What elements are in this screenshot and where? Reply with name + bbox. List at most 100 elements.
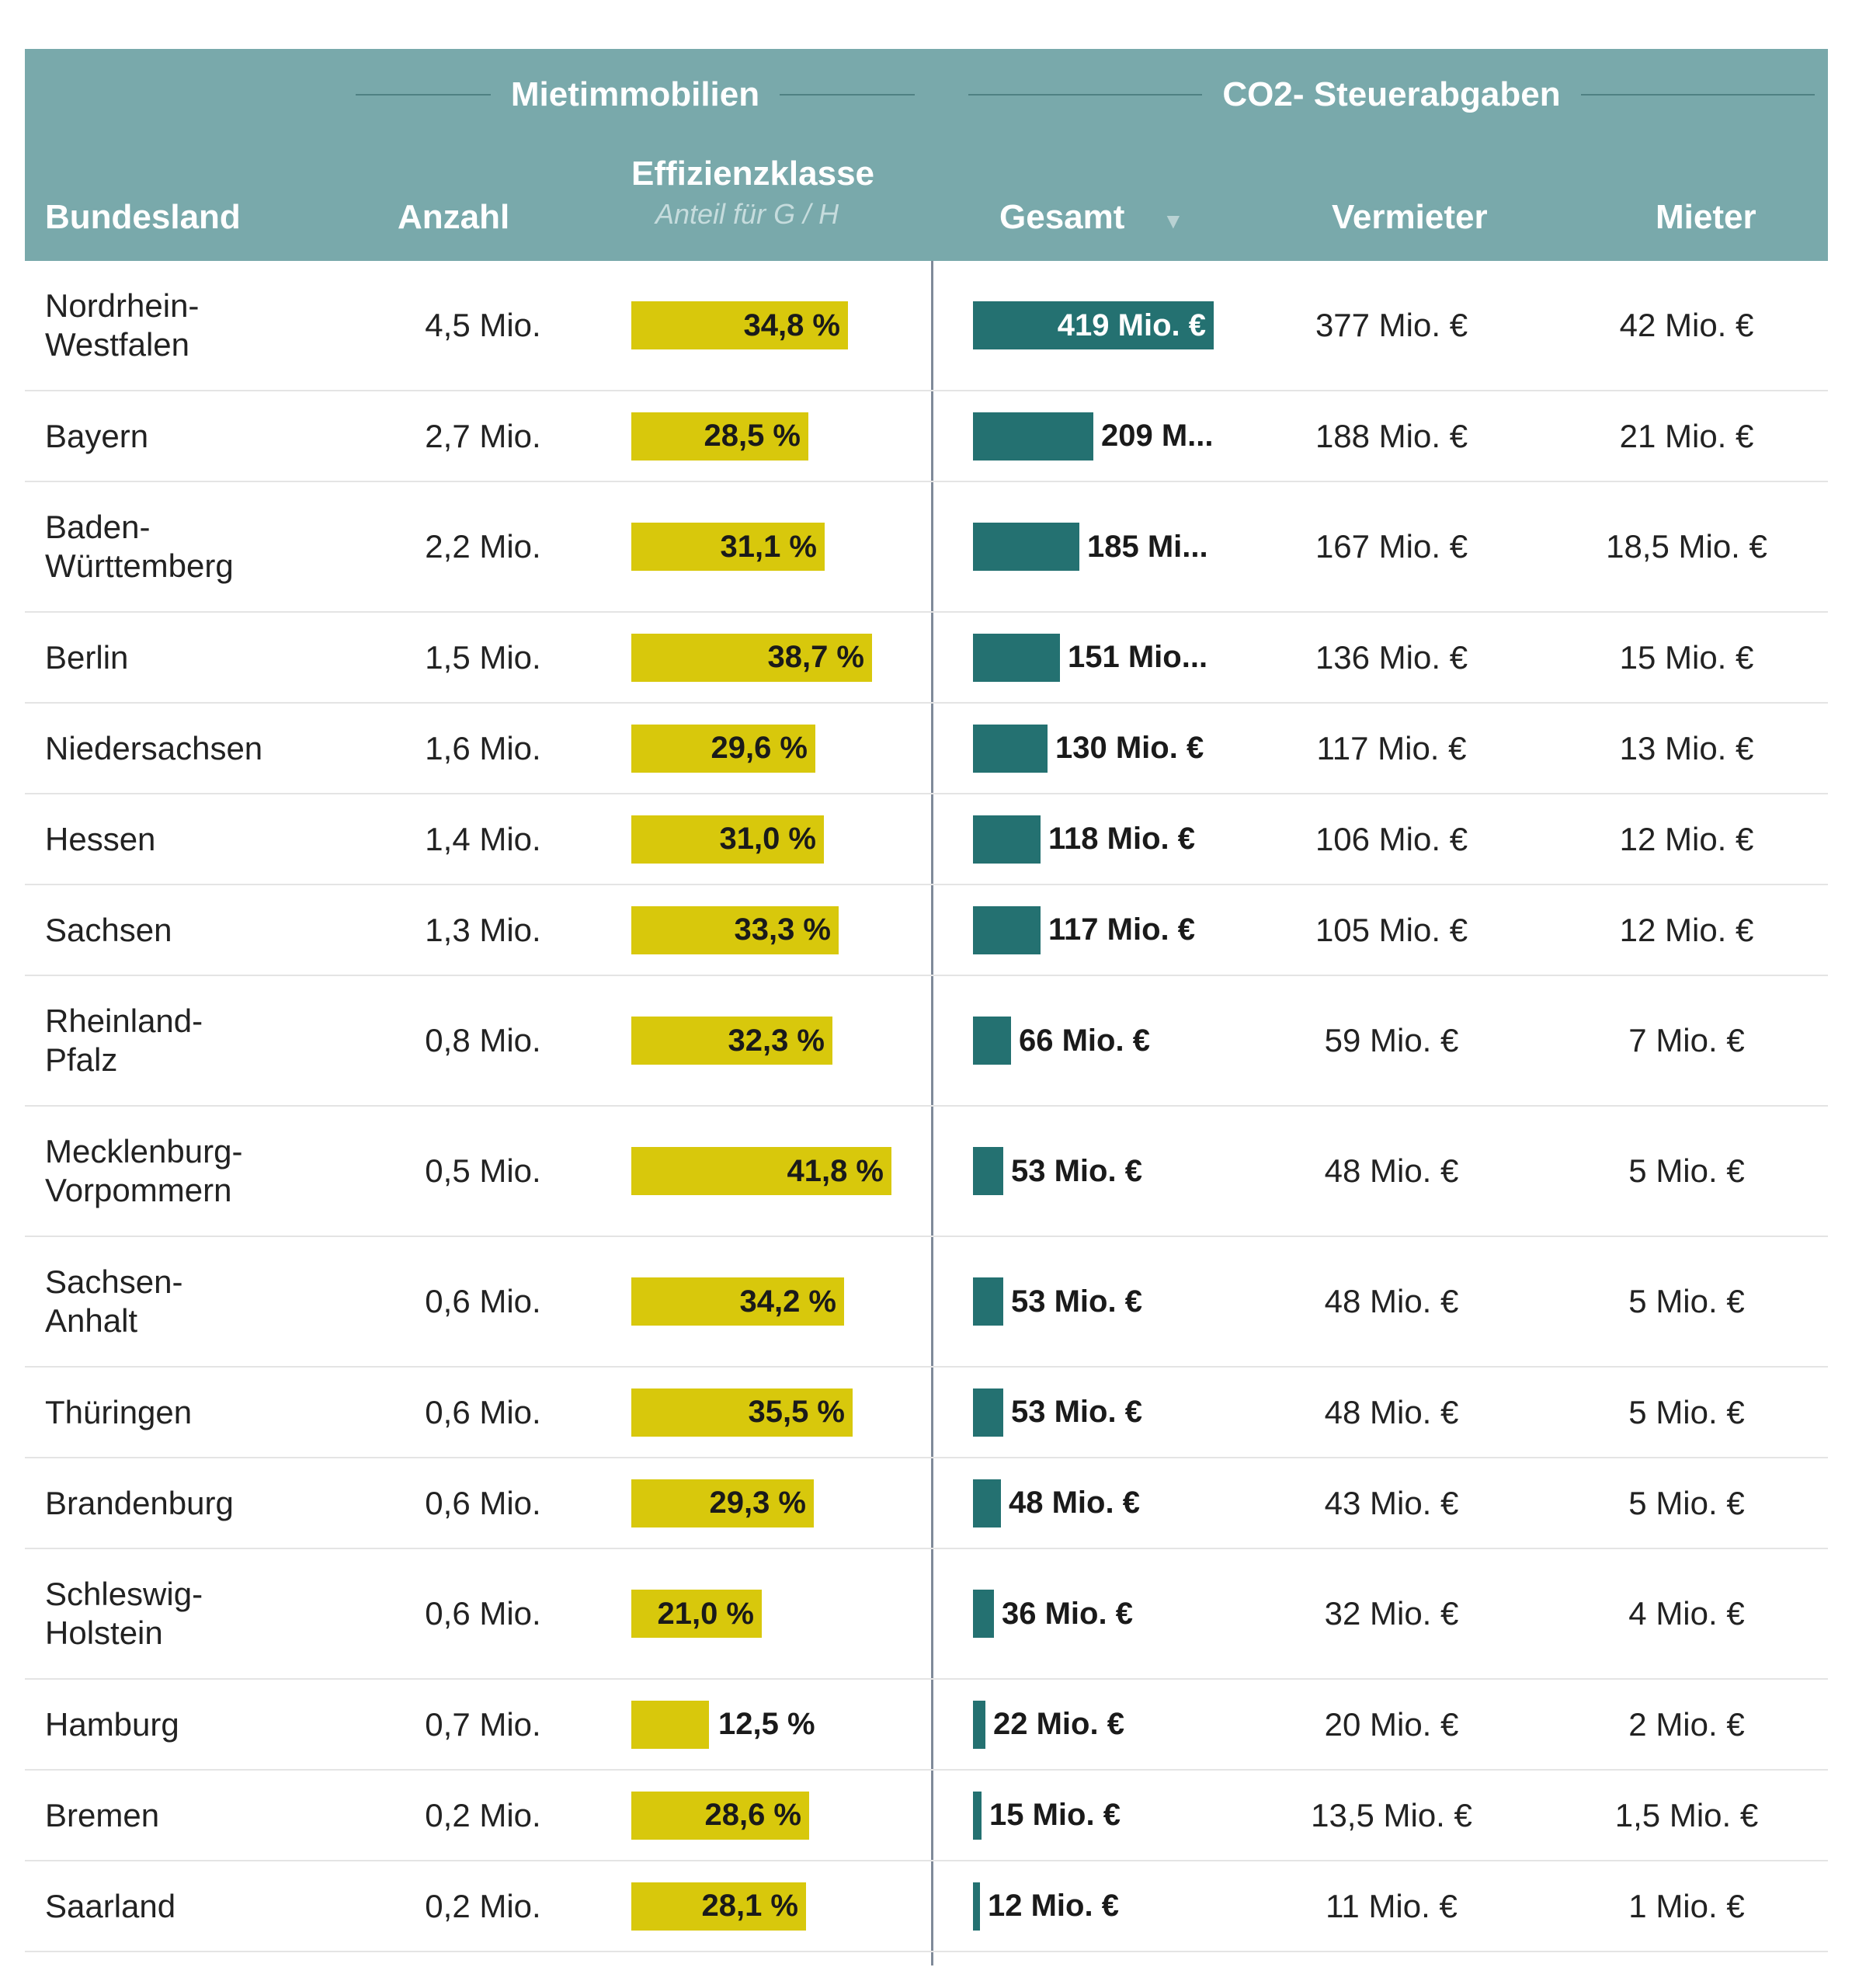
eff-bar-label: 34,8 % bbox=[743, 308, 840, 342]
group-header-rent: Mietimmobilien bbox=[356, 72, 915, 117]
eff-bar: 34,8 % bbox=[631, 301, 848, 349]
eff-bar-label: 34,2 % bbox=[739, 1284, 836, 1319]
cell-effizienzklasse: 28,6 % bbox=[631, 1771, 895, 1860]
cell-gesamt: 53 Mio. € bbox=[973, 1237, 1221, 1366]
cell-effizienzklasse: 33,3 % bbox=[631, 885, 895, 975]
cell-anzahl: 1,3 Mio. bbox=[425, 911, 541, 948]
cell-vermieter: 43 Mio. € bbox=[1324, 1484, 1459, 1521]
cell-bundesland: Sachsen- Anhalt bbox=[45, 1263, 183, 1339]
cell-mieter: 5 Mio. € bbox=[1628, 1283, 1745, 1319]
cell-vermieter: 32 Mio. € bbox=[1324, 1595, 1459, 1632]
eff-bar: 34,2 % bbox=[631, 1277, 844, 1326]
cell-anzahl: 0,2 Mio. bbox=[425, 1796, 541, 1833]
cell-effizienzklasse: 31,1 % bbox=[631, 482, 895, 611]
table-row: Saarland 0,2 Mio. 28,1 % 12 Mio. € 11 Mio. €… bbox=[25, 1861, 1828, 1952]
gesamt-bar-label: 209 M... bbox=[1101, 419, 1214, 453]
cell-bundesland: Sachsen bbox=[45, 911, 172, 948]
cell-effizienzklasse: 29,6 % bbox=[631, 704, 895, 793]
table-row: Thüringen 0,6 Mio. 35,5 % 53 Mio. € 48 Mio. … bbox=[25, 1368, 1828, 1458]
table-row: Niedersachsen 1,6 Mio. 29,6 % 130 Mio. € 117… bbox=[25, 704, 1828, 794]
data-table: Mietimmobilien CO2- Steuerabgaben Bundes… bbox=[25, 49, 1828, 1965]
cell-gesamt: 66 Mio. € bbox=[973, 976, 1221, 1105]
cell-mieter: 12 Mio. € bbox=[1619, 820, 1754, 857]
cell-anzahl: 0,5 Mio. bbox=[425, 1152, 541, 1189]
eff-bar-label: 31,1 % bbox=[720, 529, 817, 564]
cell-anzahl: 1,6 Mio. bbox=[425, 729, 541, 766]
gesamt-bar bbox=[973, 1791, 982, 1840]
eff-bar: 35,5 % bbox=[631, 1388, 853, 1437]
cell-gesamt: 53 Mio. € bbox=[973, 1368, 1221, 1457]
sort-desc-icon[interactable]: ▼ bbox=[1162, 209, 1184, 233]
eff-bar-label: 12,5 % bbox=[718, 1707, 815, 1741]
eff-bar-label: 29,6 % bbox=[711, 731, 808, 765]
cell-vermieter: 11 Mio. € bbox=[1326, 1887, 1458, 1924]
cell-mieter: 21 Mio. € bbox=[1619, 417, 1754, 454]
table-row: Schleswig- Holstein 0,6 Mio. 21,0 % 36 Mio.… bbox=[25, 1549, 1828, 1680]
cell-anzahl: 0,8 Mio. bbox=[425, 1022, 541, 1058]
cell-bundesland: Rheinland- Pfalz bbox=[45, 1003, 203, 1078]
col-header-anzahl[interactable]: Anzahl bbox=[398, 198, 510, 236]
eff-bar: 31,1 % bbox=[631, 523, 825, 571]
cell-anzahl: 2,7 Mio. bbox=[425, 417, 541, 454]
gesamt-bar-label: 53 Mio. € bbox=[1011, 1153, 1142, 1188]
gesamt-bar bbox=[973, 523, 1079, 571]
eff-bar: 31,0 % bbox=[631, 815, 824, 864]
table-row: Hessen 1,4 Mio. 31,0 % 118 Mio. € 106 Mio. €… bbox=[25, 794, 1828, 885]
cell-vermieter: 136 Mio. € bbox=[1315, 638, 1468, 676]
table-row: Sachsen 1,3 Mio. 33,3 % 117 Mio. € 105 Mio. … bbox=[25, 885, 1828, 976]
cell-bundesland: Schleswig- Holstein bbox=[45, 1576, 203, 1651]
cell-effizienzklasse: 21,0 % bbox=[631, 1549, 895, 1678]
table-row: Brandenburg 0,6 Mio. 29,3 % 48 Mio. € 43 Mio… bbox=[25, 1458, 1828, 1549]
gesamt-bar-label: 117 Mio. € bbox=[1048, 912, 1195, 947]
cell-mieter: 18,5 Mio. € bbox=[1606, 528, 1767, 565]
eff-bar-label: 28,6 % bbox=[704, 1798, 801, 1832]
gesamt-bar bbox=[973, 412, 1093, 461]
cell-effizienzklasse: 38,7 % bbox=[631, 613, 895, 702]
cell-vermieter: 13,5 Mio. € bbox=[1311, 1796, 1472, 1833]
gesamt-bar-label: 66 Mio. € bbox=[1019, 1023, 1150, 1058]
cell-vermieter: 106 Mio. € bbox=[1315, 820, 1468, 857]
table-row: Bremen 0,2 Mio. 28,6 % 15 Mio. € 13,5 Mio. €… bbox=[25, 1771, 1828, 1861]
table-row: Baden- Württemberg 2,2 Mio. 31,1 % 185 Mi..… bbox=[25, 482, 1828, 613]
gesamt-bar bbox=[973, 1882, 980, 1931]
cell-bundesland: Baden- Württemberg bbox=[45, 509, 234, 584]
eff-bar: 41,8 % bbox=[631, 1147, 891, 1195]
col-header-mieter[interactable]: Mieter bbox=[1656, 198, 1756, 236]
cell-mieter: 13 Mio. € bbox=[1619, 729, 1754, 766]
cell-effizienzklasse: 29,3 % bbox=[631, 1458, 895, 1548]
gesamt-bar bbox=[973, 1017, 1011, 1065]
eff-bar-label: 32,3 % bbox=[728, 1023, 825, 1058]
col-header-vermieter[interactable]: Vermieter bbox=[1332, 198, 1488, 236]
eff-bar-label: 41,8 % bbox=[787, 1153, 884, 1188]
cell-bundesland: Berlin bbox=[45, 638, 129, 676]
eff-bar: 28,1 % bbox=[631, 1882, 806, 1931]
cell-gesamt: 12 Mio. € bbox=[973, 1861, 1221, 1951]
cell-effizienzklasse: 34,2 % bbox=[631, 1237, 895, 1366]
cell-bundesland: Hessen bbox=[45, 820, 156, 857]
gesamt-bar bbox=[973, 633, 1060, 682]
cell-vermieter: 48 Mio. € bbox=[1324, 1283, 1459, 1319]
cell-mieter: 12 Mio. € bbox=[1619, 911, 1754, 948]
cell-effizienzklasse: 35,5 % bbox=[631, 1368, 895, 1457]
cell-anzahl: 0,6 Mio. bbox=[425, 1283, 541, 1319]
cell-bundesland: Mecklenburg- Vorpommern bbox=[45, 1133, 243, 1208]
cell-mieter: 4 Mio. € bbox=[1628, 1595, 1745, 1632]
gesamt-bar bbox=[973, 724, 1048, 773]
gesamt-bar bbox=[973, 1277, 1003, 1326]
cell-vermieter: 48 Mio. € bbox=[1324, 1393, 1459, 1430]
col-header-effizienzklasse[interactable]: Effizienzklasse bbox=[631, 155, 875, 193]
cell-bundesland: Niedersachsen bbox=[45, 729, 263, 766]
cell-anzahl: 0,6 Mio. bbox=[425, 1393, 541, 1430]
cell-bundesland: Bremen bbox=[45, 1796, 160, 1833]
cell-vermieter: 167 Mio. € bbox=[1315, 528, 1468, 565]
cell-effizienzklasse: 28,1 % bbox=[631, 1861, 895, 1951]
col-header-bundesland[interactable]: Bundesland bbox=[45, 198, 241, 236]
col-header-gesamt[interactable]: Gesamt bbox=[999, 198, 1125, 236]
gesamt-bar-label: 130 Mio. € bbox=[1055, 731, 1204, 765]
eff-bar: 38,7 % bbox=[631, 633, 872, 682]
cell-mieter: 1,5 Mio. € bbox=[1614, 1796, 1759, 1833]
eff-bar-label: 31,0 % bbox=[719, 822, 816, 856]
cell-mieter: 2 Mio. € bbox=[1628, 1705, 1745, 1743]
cell-anzahl: 4,5 Mio. bbox=[425, 307, 541, 343]
eff-bar bbox=[631, 1700, 709, 1749]
